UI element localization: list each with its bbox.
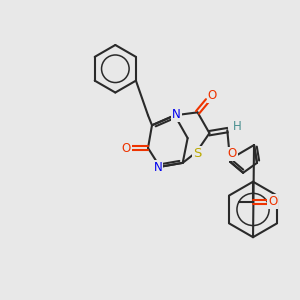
Text: N: N [172, 108, 181, 121]
Text: O: O [122, 142, 131, 154]
Text: N: N [154, 161, 162, 174]
Text: O: O [208, 89, 217, 102]
Text: O: O [268, 195, 278, 208]
Text: S: S [194, 148, 202, 160]
Text: H: H [233, 120, 242, 133]
Text: O: O [228, 148, 237, 160]
